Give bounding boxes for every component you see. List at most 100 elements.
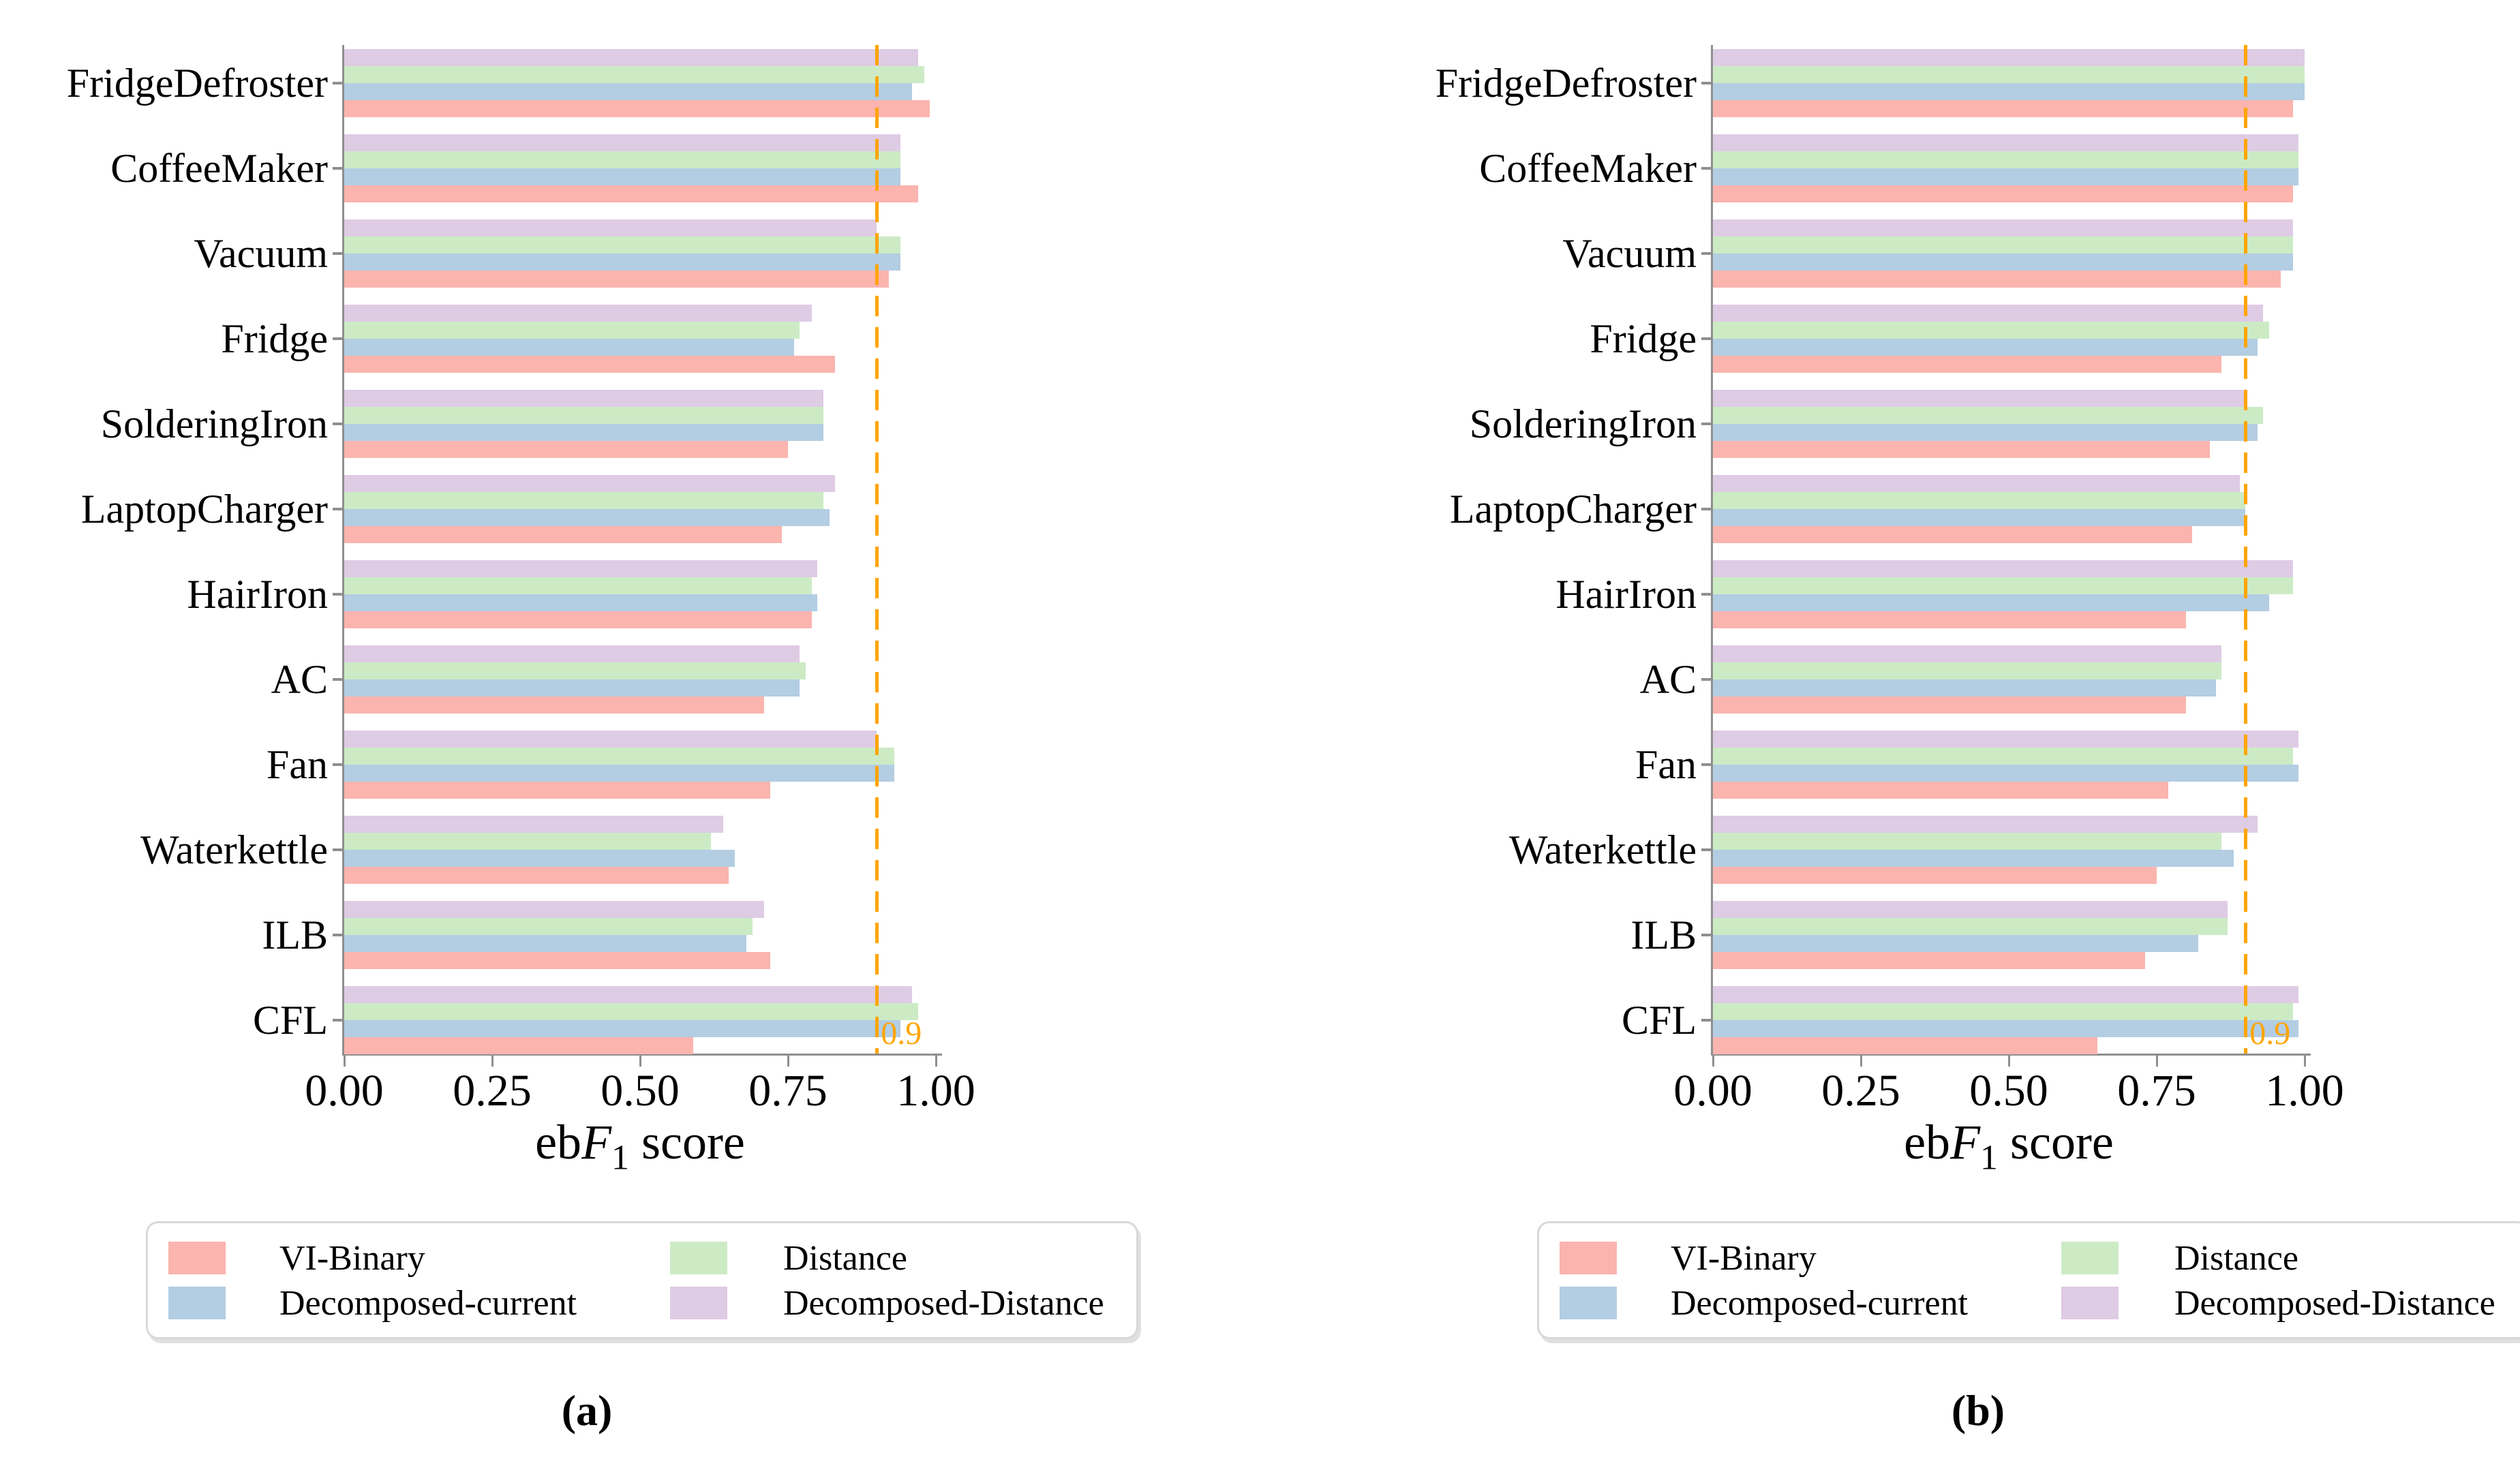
y-tickmark xyxy=(333,593,342,596)
bar-a-Waterkettle-Decomposed-current xyxy=(344,850,735,867)
bar-a-FridgeDefroster-VI-Binary xyxy=(344,100,930,117)
bar-a-CoffeeMaker-VI-Binary xyxy=(344,185,918,202)
category-label: Vacuum xyxy=(194,231,328,276)
legend: VI-Binary Distance Decomposed-current Decom… xyxy=(1537,1221,2520,1339)
y-tickmark xyxy=(333,252,342,255)
bar-a-ILB-Decomposed-Distance xyxy=(344,901,764,918)
x-tick-label: 1.00 xyxy=(896,1066,975,1116)
bar-b-Fridge-Distance xyxy=(1713,322,2269,339)
category-label: CFL xyxy=(252,998,328,1043)
y-tickmark xyxy=(1701,678,1711,681)
bar-b-LaptopCharger-VI-Binary xyxy=(1713,526,2192,543)
bar-a-AC-Decomposed-Distance xyxy=(344,645,800,662)
bar-b-LaptopCharger-Decomposed-Distance xyxy=(1713,475,2240,492)
y-tickmark xyxy=(1701,848,1711,851)
bar-a-Waterkettle-VI-Binary xyxy=(344,867,729,884)
x-axis-spine xyxy=(342,1054,942,1056)
y-tickmark xyxy=(333,508,342,510)
bar-a-ILB-Decomposed-current xyxy=(344,935,746,952)
bar-b-CFL-Distance xyxy=(1713,1003,2293,1020)
bar-a-Vacuum-Decomposed-Distance xyxy=(344,219,877,236)
bar-a-Fridge-Distance xyxy=(344,322,800,339)
category-label: HairIron xyxy=(187,572,328,617)
legend-swatch-Decomposed-current xyxy=(1560,1287,1617,1319)
subfigure-caption-a: (a) xyxy=(561,1386,613,1435)
x-tick-label: 0.75 xyxy=(2117,1066,2196,1116)
bar-a-LaptopCharger-Decomposed-Distance xyxy=(344,475,835,492)
bar-b-AC-Decomposed-current xyxy=(1713,679,2216,696)
bar-a-HairIron-VI-Binary xyxy=(344,611,812,628)
x-tickmark xyxy=(344,1056,346,1067)
legend-label: Decomposed-Distance xyxy=(2174,1284,2495,1323)
legend-swatch-VI-Binary xyxy=(1560,1242,1617,1274)
category-label: LaptopCharger xyxy=(80,487,328,532)
legend: VI-Binary Distance Decomposed-current Decom… xyxy=(146,1221,1138,1339)
bar-b-ILB-VI-Binary xyxy=(1713,952,2145,969)
bar-a-LaptopCharger-VI-Binary xyxy=(344,526,782,543)
bar-b-SolderingIron-VI-Binary xyxy=(1713,441,2210,458)
bar-b-HairIron-Decomposed-Distance xyxy=(1713,560,2293,577)
category-label: AC xyxy=(271,657,328,702)
bar-b-CoffeeMaker-Decomposed-current xyxy=(1713,168,2298,185)
legend-swatch-Decomposed-current xyxy=(168,1287,226,1319)
legend-label: Decomposed-current xyxy=(1671,1284,1969,1323)
bar-a-FridgeDefroster-Decomposed-current xyxy=(344,83,912,100)
x-tick-label: 0.75 xyxy=(748,1066,828,1116)
threshold-line xyxy=(2244,45,2248,1054)
bar-a-AC-VI-Binary xyxy=(344,696,764,714)
category-label: ILB xyxy=(1630,912,1697,957)
y-tickmark xyxy=(333,848,342,851)
bar-a-Fridge-Decomposed-current xyxy=(344,339,794,356)
bar-b-FridgeDefroster-VI-Binary xyxy=(1713,100,2293,117)
bar-a-SolderingIron-Distance xyxy=(344,407,823,424)
x-tickmark xyxy=(491,1056,494,1067)
bar-b-CoffeeMaker-VI-Binary xyxy=(1713,185,2293,202)
bar-b-Fan-VI-Binary xyxy=(1713,782,2168,799)
category-label: SolderingIron xyxy=(100,401,328,446)
subfigure-caption-b: (b) xyxy=(1951,1386,2005,1435)
y-tickmark xyxy=(333,763,342,766)
category-label: CoffeeMaker xyxy=(110,146,328,191)
bar-b-LaptopCharger-Decomposed-current xyxy=(1713,509,2245,526)
x-tickmark xyxy=(935,1056,937,1067)
category-label: FridgeDefroster xyxy=(66,61,328,106)
bar-a-SolderingIron-Decomposed-current xyxy=(344,424,823,441)
legend-swatch-Distance xyxy=(2061,1242,2119,1274)
y-tickmark xyxy=(333,934,342,936)
bar-a-LaptopCharger-Distance xyxy=(344,492,823,509)
bar-b-AC-VI-Binary xyxy=(1713,696,2186,714)
x-axis-spine xyxy=(1711,1054,2311,1056)
bar-b-SolderingIron-Decomposed-Distance xyxy=(1713,390,2245,407)
bar-b-AC-Distance xyxy=(1713,662,2221,679)
y-tickmark xyxy=(1701,593,1711,596)
y-axis-spine xyxy=(342,45,344,1054)
bar-b-CFL-Decomposed-Distance xyxy=(1713,986,2298,1003)
category-label: FridgeDefroster xyxy=(1435,61,1697,106)
x-tickmark xyxy=(2008,1056,2010,1067)
bar-a-ILB-Distance xyxy=(344,918,753,935)
x-tickmark xyxy=(1860,1056,1862,1067)
category-label: LaptopCharger xyxy=(1449,487,1697,532)
bar-b-CFL-VI-Binary xyxy=(1713,1037,2097,1054)
bar-a-HairIron-Decomposed-Distance xyxy=(344,560,817,577)
bar-b-ILB-Distance xyxy=(1713,918,2228,935)
x-tickmark xyxy=(2156,1056,2158,1067)
x-tick-label: 0.00 xyxy=(305,1066,384,1116)
bar-a-AC-Distance xyxy=(344,662,806,679)
bar-a-Fan-Distance xyxy=(344,748,894,765)
legend-label: Decomposed-current xyxy=(279,1284,577,1323)
legend-label: Distance xyxy=(2174,1239,2298,1278)
bar-b-ILB-Decomposed-Distance xyxy=(1713,901,2228,918)
bar-a-CFL-Decomposed-Distance xyxy=(344,986,912,1003)
y-tickmark xyxy=(1701,763,1711,766)
bar-a-Vacuum-Decomposed-current xyxy=(344,254,900,271)
bar-b-SolderingIron-Decomposed-current xyxy=(1713,424,2258,441)
threshold-line xyxy=(875,45,879,1054)
bar-b-Fridge-VI-Binary xyxy=(1713,356,2221,373)
category-label: Vacuum xyxy=(1562,231,1697,276)
y-tickmark xyxy=(1701,167,1711,170)
bar-a-SolderingIron-VI-Binary xyxy=(344,441,788,458)
bar-a-HairIron-Decomposed-current xyxy=(344,594,817,611)
y-tickmark xyxy=(333,423,342,425)
y-tickmark xyxy=(1701,423,1711,425)
